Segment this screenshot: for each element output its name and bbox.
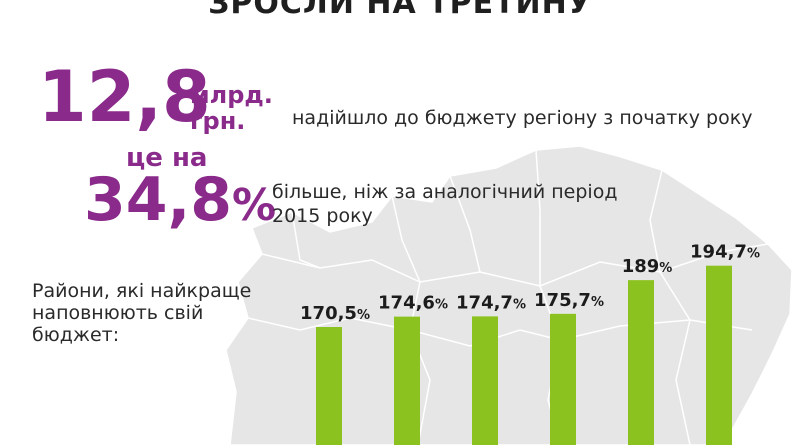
districts-label: Райони, які найкраще наповнюють свій бюд…	[32, 280, 252, 346]
bar-value-number-4: 175,7	[534, 290, 591, 311]
bar-value-unit-1: %	[357, 308, 370, 323]
comparison-text-line1: більше, ніж за аналогічний період	[272, 181, 618, 203]
comparison-text-line2: 2015 року	[272, 205, 373, 227]
bar-2	[394, 316, 420, 445]
comparison-percent-row: 34,8%	[84, 170, 276, 230]
bar-value-number-5: 189	[622, 256, 660, 277]
comparison-percent-sign: %	[232, 180, 277, 231]
bar-value-unit-6: %	[747, 247, 760, 262]
bar-4	[550, 313, 576, 445]
bar-value-label-2: 174,6%	[378, 293, 448, 314]
bar-value-label-6: 194,7%	[690, 242, 760, 263]
bar-6	[706, 265, 732, 445]
bar-value-label-4: 175,7%	[534, 290, 604, 311]
page-title: ЗРОСЛИ НА ТРЕТИНУ	[208, 0, 592, 21]
bar-value-number-3: 174,7	[456, 292, 513, 313]
headline-text: надійшло до бюджету регіону з початку ро…	[292, 107, 753, 129]
bar-value-unit-5: %	[659, 261, 672, 276]
bar-value-number-2: 174,6	[378, 293, 435, 314]
bar-value-label-1: 170,5%	[300, 303, 370, 324]
headline-unit-line1: млрд.	[190, 81, 273, 109]
bar-1	[316, 327, 342, 445]
headline-unit: млрд. грн.	[190, 82, 273, 134]
bar-value-number-1: 170,5	[300, 303, 357, 324]
headline-amount: 12,8	[38, 56, 211, 138]
bar-value-label-5: 189%	[622, 256, 673, 277]
comparison-text: більше, ніж за аналогічний період 2015 р…	[272, 180, 617, 228]
bar-value-label-3: 174,7%	[456, 292, 526, 313]
bar-value-unit-3: %	[513, 297, 526, 312]
headline-unit-line2: грн.	[190, 107, 246, 135]
bar-value-unit-2: %	[435, 298, 448, 313]
bar-value-unit-4: %	[591, 295, 604, 310]
bar-value-number-6: 194,7	[690, 242, 747, 263]
bar-3	[472, 316, 498, 445]
comparison-percent: 34,8	[84, 165, 233, 235]
comparison-prefix: це на	[126, 143, 208, 173]
bar-5	[628, 280, 654, 445]
